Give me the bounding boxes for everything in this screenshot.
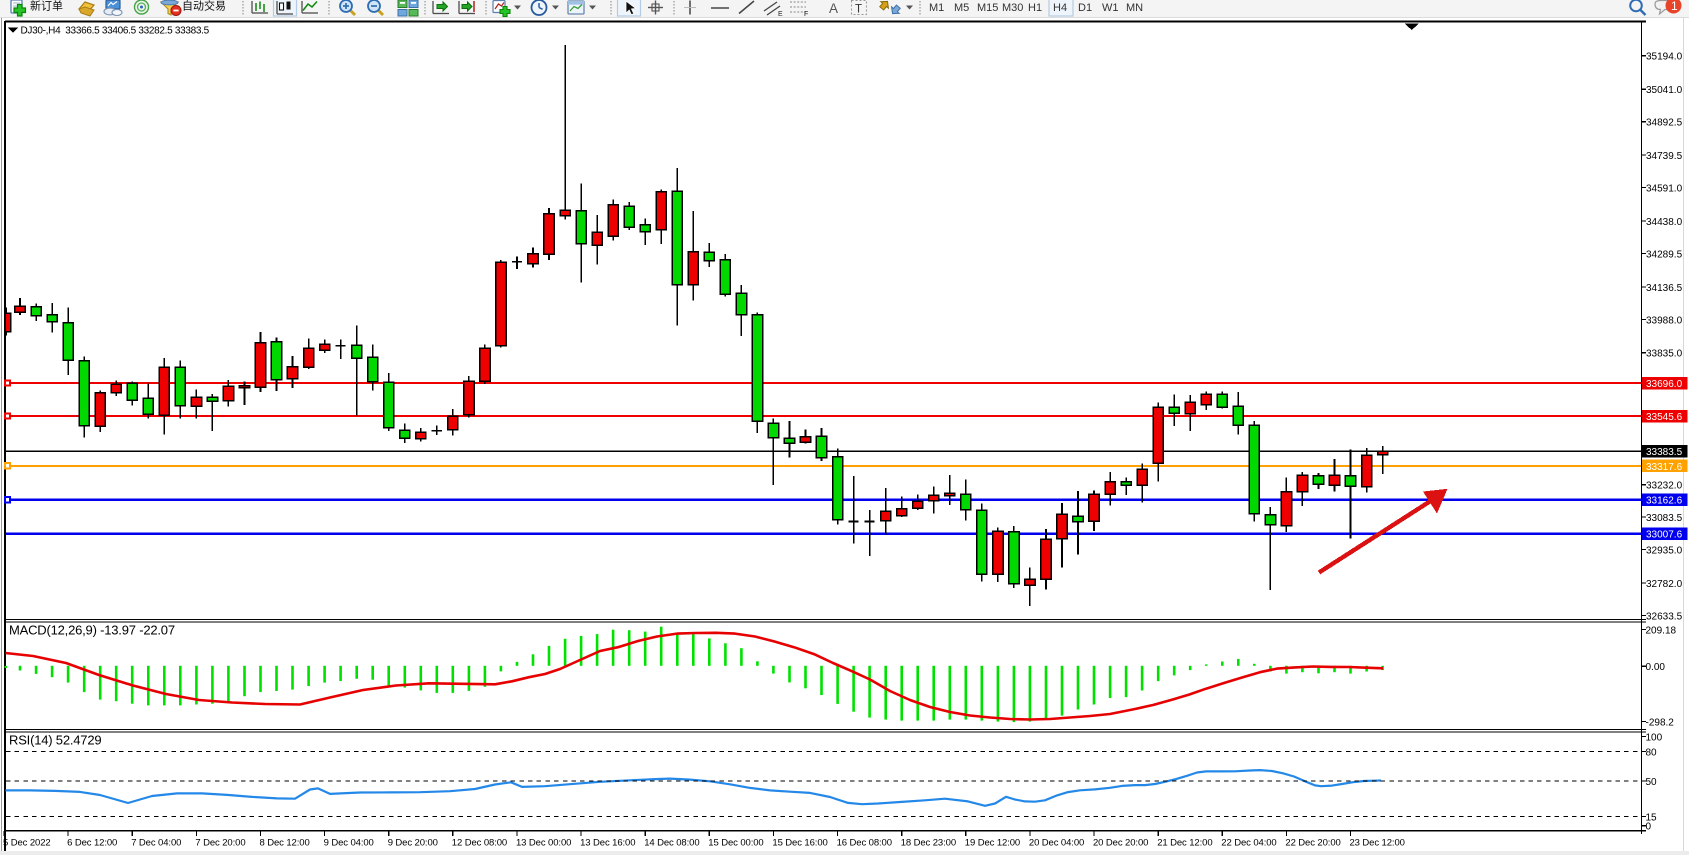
svg-text:H1: H1 (1028, 2, 1042, 14)
svg-text:16 Dec 08:00: 16 Dec 08:00 (837, 838, 892, 849)
svg-text:MACD(12,26,9) -13.97 -22.07: MACD(12,26,9) -13.97 -22.07 (9, 623, 175, 638)
svg-text:15 Dec 16:00: 15 Dec 16:00 (772, 838, 827, 849)
svg-text:22 Dec 20:00: 22 Dec 20:00 (1285, 838, 1340, 849)
svg-text:34438.0: 34438.0 (1646, 217, 1683, 228)
svg-text:32782.0: 32782.0 (1646, 579, 1683, 590)
svg-text:M30: M30 (1002, 2, 1023, 14)
svg-text:D1: D1 (1078, 2, 1092, 14)
svg-text:0: 0 (1646, 822, 1652, 833)
svg-text:RSI(14) 52.4729: RSI(14) 52.4729 (9, 733, 101, 748)
svg-text:23 Dec 12:00: 23 Dec 12:00 (1350, 838, 1405, 849)
svg-text:6 Dec 12:00: 6 Dec 12:00 (67, 838, 117, 849)
svg-text:33007.6: 33007.6 (1646, 530, 1683, 541)
svg-text:E: E (778, 11, 783, 17)
svg-text:20 Dec 04:00: 20 Dec 04:00 (1029, 838, 1084, 849)
svg-text:15 Dec 00:00: 15 Dec 00:00 (708, 838, 763, 849)
svg-text:20 Dec 20:00: 20 Dec 20:00 (1093, 838, 1148, 849)
svg-text:9 Dec 04:00: 9 Dec 04:00 (324, 838, 374, 849)
svg-text:33083.5: 33083.5 (1646, 513, 1683, 524)
svg-text:100: 100 (1646, 733, 1663, 744)
svg-text:MN: MN (1126, 2, 1143, 14)
svg-text:13 Dec 00:00: 13 Dec 00:00 (516, 838, 571, 849)
svg-text:9 Dec 20:00: 9 Dec 20:00 (388, 838, 438, 849)
svg-text:H4: H4 (1053, 2, 1067, 14)
svg-text:33317.6: 33317.6 (1646, 462, 1683, 473)
svg-text:7 Dec 04:00: 7 Dec 04:00 (131, 838, 181, 849)
svg-text:33383.5: 33383.5 (1646, 447, 1683, 458)
svg-text:12 Dec 08:00: 12 Dec 08:00 (452, 838, 507, 849)
svg-text:M5: M5 (954, 2, 969, 14)
svg-text:33162.6: 33162.6 (1646, 496, 1683, 507)
svg-text:33696.0: 33696.0 (1646, 379, 1683, 390)
svg-text:50: 50 (1646, 777, 1658, 788)
svg-text:15: 15 (1646, 812, 1658, 823)
svg-text:0.00: 0.00 (1646, 662, 1666, 673)
svg-text:14 Dec 08:00: 14 Dec 08:00 (644, 838, 699, 849)
svg-text:34136.5: 34136.5 (1646, 283, 1683, 294)
svg-text:M1: M1 (929, 2, 944, 14)
svg-text:13 Dec 16:00: 13 Dec 16:00 (580, 838, 635, 849)
svg-text:1: 1 (1671, 0, 1678, 13)
svg-text:33545.6: 33545.6 (1646, 412, 1683, 423)
svg-text:A: A (829, 1, 838, 16)
svg-text:34739.5: 34739.5 (1646, 151, 1683, 162)
svg-text:35194.0: 35194.0 (1646, 52, 1683, 63)
svg-text:33988.0: 33988.0 (1646, 315, 1683, 326)
svg-text:35041.0: 35041.0 (1646, 85, 1683, 96)
svg-text:18 Dec 23:00: 18 Dec 23:00 (901, 838, 956, 849)
svg-text:F: F (804, 11, 808, 17)
svg-text:34591.0: 34591.0 (1646, 184, 1683, 195)
svg-text:M15: M15 (977, 2, 998, 14)
svg-text:209.18: 209.18 (1646, 625, 1677, 636)
svg-text:32935.0: 32935.0 (1646, 546, 1683, 557)
svg-text:33232.0: 33232.0 (1646, 481, 1683, 492)
svg-text:5 Dec 2022: 5 Dec 2022 (3, 838, 51, 849)
svg-text:新订单: 新订单 (30, 0, 63, 13)
svg-text:-298.2: -298.2 (1646, 717, 1675, 728)
svg-text:8 Dec 12:00: 8 Dec 12:00 (260, 838, 310, 849)
svg-text:33835.0: 33835.0 (1646, 349, 1683, 360)
svg-text:34892.5: 34892.5 (1646, 118, 1683, 129)
svg-text:32633.5: 32633.5 (1646, 611, 1683, 622)
svg-text:DJ30-,H4 33366.5 33406.5 3328: DJ30-,H4 33366.5 33406.5 33282.5 33383.5 (21, 26, 210, 37)
svg-text:80: 80 (1646, 748, 1658, 759)
svg-text:34289.5: 34289.5 (1646, 249, 1683, 260)
svg-text:7 Dec 20:00: 7 Dec 20:00 (195, 838, 245, 849)
svg-text:T: T (855, 4, 862, 16)
svg-text:19 Dec 12:00: 19 Dec 12:00 (965, 838, 1020, 849)
svg-text:W1: W1 (1102, 2, 1119, 14)
svg-text:22 Dec 04:00: 22 Dec 04:00 (1221, 838, 1276, 849)
svg-text:自动交易: 自动交易 (182, 0, 226, 13)
svg-text:21 Dec 12:00: 21 Dec 12:00 (1157, 838, 1212, 849)
